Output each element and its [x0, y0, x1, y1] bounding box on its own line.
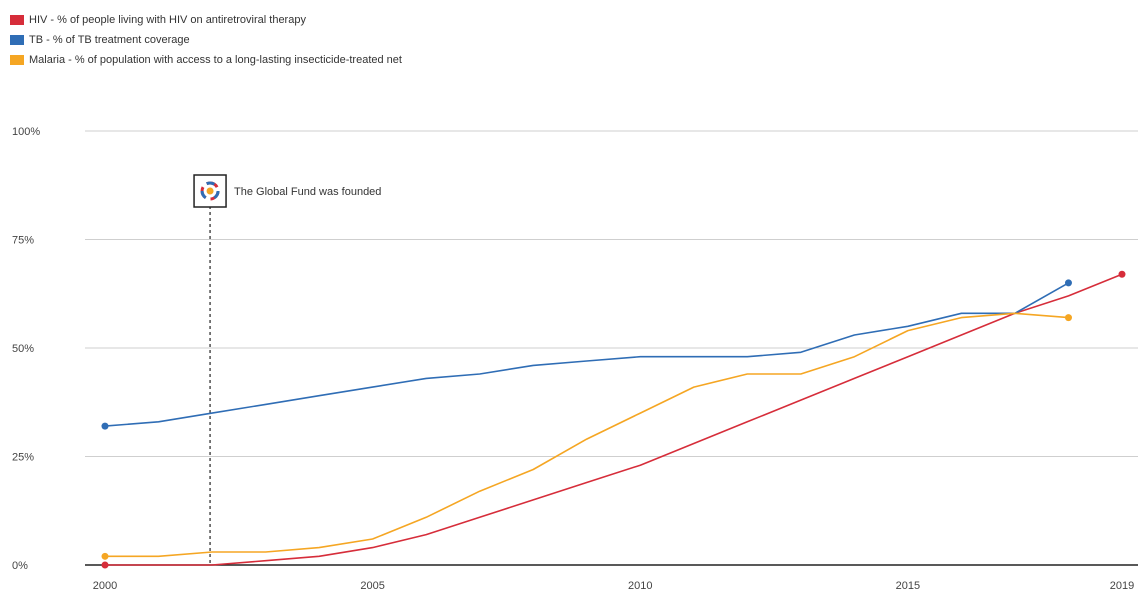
- series-line-2: [105, 312, 1069, 558]
- legend-swatch: [10, 15, 24, 25]
- series-line-1: [104, 282, 1069, 427]
- x-tick-label: 2019: [1110, 580, 1134, 592]
- tick-labels: 0% 25% 50% 75% 100% 2000 2005 2010 2015 2019: [12, 126, 1134, 592]
- global-fund-logo-icon: [193, 174, 227, 208]
- x-tick-label: 2010: [628, 580, 652, 592]
- legend-label: HIV - % of people living with HIV on ant…: [29, 14, 306, 26]
- legend-item: HIV - % of people living with HIV on ant…: [10, 10, 402, 30]
- series-endpoint-marker: [1064, 279, 1072, 287]
- series-endpoint-marker: [101, 561, 109, 569]
- y-tick-label: 75%: [12, 235, 34, 247]
- y-tick-label: 50%: [12, 343, 34, 355]
- x-tick-label: 2005: [360, 580, 384, 592]
- legend-label: Malaria - % of population with access to…: [29, 54, 402, 66]
- gridlines: [85, 130, 1138, 566]
- annotation-global-fund: The Global Fund was founded: [193, 174, 381, 565]
- legend-item: TB - % of TB treatment coverage: [10, 30, 402, 50]
- legend-swatch: [10, 35, 24, 45]
- y-tick-label: 25%: [12, 452, 34, 464]
- annotation-layer: The Global Fund was founded: [193, 174, 381, 565]
- series-line-0: [105, 273, 1123, 566]
- x-tick-label: 2015: [896, 580, 920, 592]
- series-layer: [101, 270, 1126, 569]
- legend-item: Malaria - % of population with access to…: [10, 50, 402, 70]
- annotation-label: The Global Fund was founded: [234, 186, 381, 198]
- series-endpoint-marker: [101, 552, 109, 560]
- y-tick-label: 0%: [12, 560, 28, 572]
- x-tick-label: 2000: [93, 580, 117, 592]
- series-endpoint-marker: [1118, 270, 1126, 278]
- series-endpoint-marker: [101, 422, 109, 430]
- legend-swatch: [10, 55, 24, 65]
- legend: HIV - % of people living with HIV on ant…: [10, 10, 402, 70]
- y-tick-label: 100%: [12, 126, 40, 138]
- legend-label: TB - % of TB treatment coverage: [29, 34, 190, 46]
- series-endpoint-marker: [1064, 314, 1072, 322]
